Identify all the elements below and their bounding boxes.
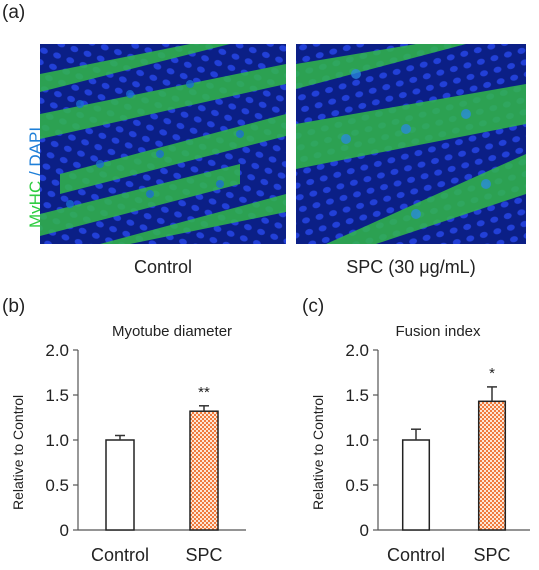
chart-b-xlabel-spc: SPC [185,545,222,565]
chart-b-title: Myotube diameter [111,323,233,340]
chart-b-ytick-label-4: 2.0 [45,341,69,360]
chart-c-bar-control [401,439,431,531]
chart-c-significance-spc: * [489,365,495,382]
panel-label-a: (a) [2,2,26,23]
chart-c-ytick-label-4: 2.0 [345,341,369,360]
chart-c-ytick-label-3: 1.5 [345,386,369,405]
chart-c-ytick-label-0: 0 [360,521,369,540]
chart-c-xlabel-control: Control [387,545,445,565]
chart-b-ylabel: Relative to Control [10,394,26,510]
chart-b-xlabel-control: Control [91,545,149,565]
chart-c-ytick-label-1: 0.5 [345,476,369,495]
chart-b-ytick-label-0: 0 [60,521,69,540]
chart-c-ytick-label-2: 1.0 [345,431,369,450]
chart-b-ytick-label-3: 1.5 [45,386,69,405]
chart-c-xlabel-spc: SPC [473,545,510,565]
panel-label-c: (c) [302,296,325,317]
micrograph-spc-render [296,44,526,244]
caption-control: Control [133,257,193,277]
chart-c-title: Fusion index [395,323,481,340]
chart-c: 0 0.5 1.0 1.5 2.0 Control * SPC [345,341,530,565]
micrograph-spc [296,44,526,244]
chart-b-ytick-label-2: 1.0 [45,431,69,450]
chart-b-bar-control [105,439,135,531]
micrograph-control [40,44,286,244]
chart-b-bar-spc [189,410,219,531]
chart-b: 0 0.5 1.0 1.5 2.0 Control ** SPC [45,341,246,565]
chart-c-bar-spc [477,400,507,531]
chart-b-ytick-label-1: 0.5 [45,476,69,495]
caption-spc: SPC (30 μg/mL) [346,257,476,277]
chart-b-significance-spc: ** [198,384,210,401]
panel-label-b: (b) [2,296,26,317]
micrograph-control-render [40,44,286,244]
chart-c-ylabel: Relative to Control [310,394,326,510]
